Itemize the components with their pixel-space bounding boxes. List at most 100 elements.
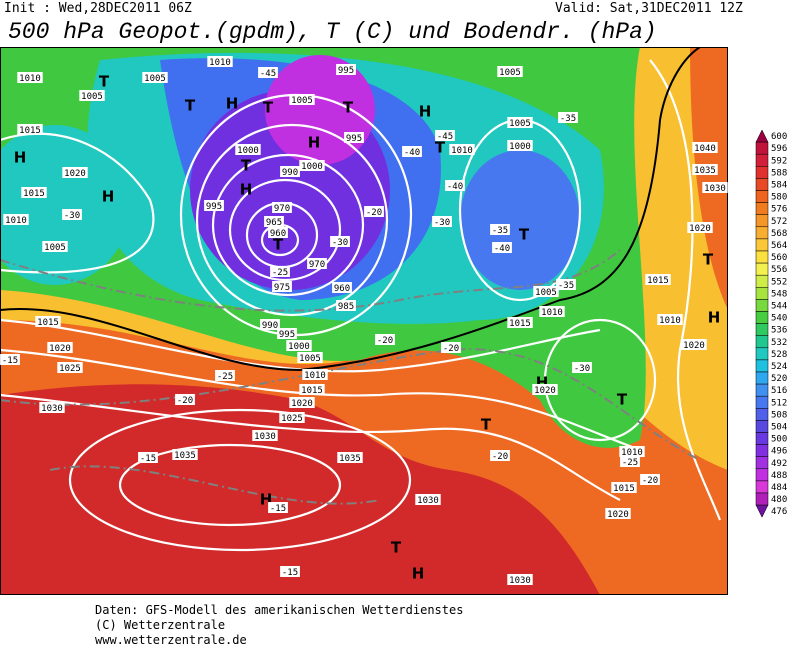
label-box bbox=[432, 216, 452, 227]
contour-label: -20 bbox=[177, 396, 193, 406]
colorbar-label: 544 bbox=[771, 301, 787, 311]
label-box bbox=[272, 202, 292, 213]
colorbar-swatch bbox=[755, 359, 769, 373]
colorbar-label: 496 bbox=[771, 447, 787, 457]
label-box bbox=[270, 266, 290, 277]
colorbar-swatch bbox=[755, 335, 769, 349]
contour-label: 960 bbox=[270, 229, 286, 239]
colorbar-label: 528 bbox=[771, 350, 787, 360]
label-box bbox=[39, 402, 65, 413]
label-box bbox=[507, 117, 533, 128]
valid-time: Valid: Sat,31DEC2011 12Z bbox=[555, 1, 743, 16]
colorbar-label: 572 bbox=[771, 217, 787, 227]
label-box bbox=[302, 369, 328, 380]
map-title: 500 hPa Geopot.(gpdm), T (C) und Bodendr… bbox=[8, 19, 657, 45]
label-box bbox=[532, 384, 558, 395]
label-box bbox=[280, 166, 300, 177]
contour-label: 1005 bbox=[299, 354, 321, 364]
label-box bbox=[252, 430, 278, 441]
label-box bbox=[279, 412, 305, 423]
label-box bbox=[142, 72, 168, 83]
label-box bbox=[330, 236, 350, 247]
colorbar-swatch bbox=[755, 395, 769, 409]
contour-label: -20 bbox=[377, 336, 393, 346]
contour-label: 1010 bbox=[304, 371, 326, 381]
colorbar-swatch bbox=[755, 444, 769, 457]
pressure-center: T bbox=[99, 73, 110, 91]
label-box bbox=[605, 508, 631, 519]
contour-label: 1015 bbox=[23, 189, 45, 199]
contour-label: 1030 bbox=[417, 496, 439, 506]
colorbar-swatch bbox=[755, 238, 769, 252]
label-box bbox=[490, 224, 510, 235]
contour-label: -40 bbox=[447, 182, 463, 192]
label-box bbox=[17, 124, 43, 135]
contour-label: 1015 bbox=[19, 126, 41, 136]
label-box bbox=[299, 384, 325, 395]
contour-label: 1015 bbox=[509, 319, 531, 329]
pressure-center: H bbox=[419, 103, 432, 121]
colorbar-label: 504 bbox=[771, 422, 787, 432]
label-box bbox=[62, 167, 88, 178]
colorbar-label: 580 bbox=[771, 193, 787, 203]
colorbar-swatch bbox=[755, 420, 769, 433]
pressure-center: T bbox=[391, 539, 402, 557]
map-frame bbox=[0, 47, 728, 595]
colorbar-swatch bbox=[755, 311, 769, 324]
contour-label: 1025 bbox=[59, 364, 81, 374]
label-box bbox=[611, 482, 637, 493]
contour-label: 990 bbox=[262, 321, 278, 331]
contour-label: 995 bbox=[206, 202, 222, 212]
contour-label: 1020 bbox=[49, 344, 71, 354]
colorbar-swatch bbox=[755, 456, 769, 470]
label-box bbox=[3, 214, 29, 225]
label-box bbox=[35, 316, 61, 327]
pressure-center: H bbox=[412, 565, 425, 583]
colorbar-label: 564 bbox=[771, 241, 787, 251]
label-box bbox=[138, 452, 158, 463]
contour-label: 1025 bbox=[281, 414, 303, 424]
colorbar-swatch bbox=[755, 383, 769, 397]
label-box bbox=[62, 209, 82, 220]
colorbar-swatch bbox=[755, 287, 769, 300]
colorbar-label: 552 bbox=[771, 277, 787, 287]
contour-label: 1010 bbox=[5, 216, 27, 226]
label-box bbox=[21, 187, 47, 198]
label-box bbox=[268, 502, 288, 513]
colorbar-label: 536 bbox=[771, 326, 787, 336]
colorbar-swatch bbox=[755, 262, 769, 276]
colorbar-swatch bbox=[755, 274, 769, 288]
footer-source: Daten: GFS-Modell des amerikanischen Wet… bbox=[95, 603, 463, 617]
contour-label: 1010 bbox=[209, 58, 231, 68]
label-box bbox=[204, 200, 224, 211]
contour-label: 1035 bbox=[339, 454, 361, 464]
pressure-center: T bbox=[703, 251, 714, 269]
contour-label: -35 bbox=[560, 114, 576, 124]
pressure-center: T bbox=[519, 226, 530, 244]
contour-label: 1035 bbox=[694, 166, 716, 176]
label-box bbox=[507, 574, 533, 585]
pressure-center: T bbox=[343, 99, 354, 117]
colorbar-label: 600 bbox=[771, 132, 787, 142]
contour-label: 1035 bbox=[174, 451, 196, 461]
label-box bbox=[681, 339, 707, 350]
pressure-center: T bbox=[273, 236, 284, 254]
contour-label: 1015 bbox=[301, 386, 323, 396]
footer-url: www.wetterzentrale.de bbox=[95, 633, 247, 647]
colorbar-label: 480 bbox=[771, 495, 787, 505]
label-box bbox=[17, 72, 43, 83]
contour-label: 1010 bbox=[659, 316, 681, 326]
label-box bbox=[556, 279, 576, 290]
contour-label: -25 bbox=[622, 458, 638, 468]
label-box bbox=[619, 446, 645, 457]
colorbar-label: 476 bbox=[771, 507, 787, 517]
pressure-center: H bbox=[102, 188, 115, 206]
colorbar-swatch bbox=[755, 371, 769, 385]
pressure-center: T bbox=[617, 391, 628, 409]
label-box bbox=[336, 64, 356, 75]
contour-label: 1020 bbox=[291, 399, 313, 409]
label-box bbox=[572, 362, 592, 373]
contour-label: 965 bbox=[266, 218, 282, 228]
